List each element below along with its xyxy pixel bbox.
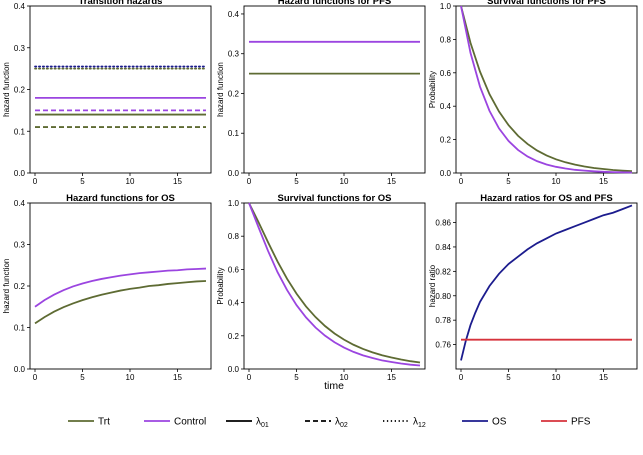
y-tick-label: 0.3 [14, 44, 26, 53]
y-tick-label: 0.80 [435, 292, 451, 301]
x-tick-label: 10 [340, 177, 349, 186]
series-line-os [460, 204, 633, 361]
x-tick-label: 15 [387, 177, 396, 186]
x-axis-title: time [324, 380, 344, 392]
series-line-control [248, 202, 421, 367]
panel-title: Transition hazards [79, 0, 163, 7]
x-tick-label: 0 [247, 373, 252, 382]
y-tick-label: 0.3 [14, 241, 26, 250]
plot-frame [29, 202, 212, 370]
x-tick-label: 0 [33, 177, 38, 186]
plot-frame [455, 202, 638, 370]
x-tick-label: 0 [33, 373, 38, 382]
y-tick-label: 0.1 [228, 129, 240, 138]
legend-label: PFS [571, 417, 591, 428]
y-tick-label: 0.82 [435, 267, 451, 276]
y-axis-label: hazard function [216, 62, 225, 117]
x-tick-label: 10 [126, 373, 135, 382]
y-tick-label: 1.0 [228, 199, 240, 208]
y-tick-label: 0.2 [14, 282, 26, 291]
y-tick-label: 0.8 [228, 232, 240, 241]
panel-title: Survival functions for PFS [487, 0, 606, 7]
y-tick-label: 0.4 [228, 10, 240, 19]
legend: Trt Control λ01 λ02 λ12 OS PFS [68, 417, 591, 430]
y-axis-label: Probability [428, 71, 437, 108]
x-tick-label: 15 [387, 373, 396, 382]
legend-label: OS [492, 417, 507, 428]
y-tick-label: 0.8 [440, 35, 452, 44]
plot-frame [243, 5, 426, 174]
plot-frame [243, 202, 426, 370]
panel-title: Hazard functions for OS [66, 193, 175, 204]
legend-label: λ01 [256, 417, 269, 430]
y-tick-label: 0.6 [228, 265, 240, 274]
legend-label: Control [174, 417, 206, 428]
y-tick-label: 0.84 [435, 243, 451, 252]
y-axis-label: hazard ratio [428, 264, 437, 307]
x-tick-label: 5 [294, 177, 299, 186]
y-tick-label: 0.2 [440, 136, 452, 145]
x-tick-label: 10 [340, 373, 349, 382]
x-tick-label: 15 [599, 177, 608, 186]
series-line-control [34, 267, 207, 308]
y-tick-label: 0.3 [228, 50, 240, 59]
x-tick-label: 15 [173, 177, 182, 186]
series-line-control [460, 5, 633, 174]
y-tick-label: 0.0 [228, 169, 240, 178]
y-tick-label: 0.1 [14, 127, 26, 136]
series-line-trt [34, 280, 207, 325]
y-tick-label: 0.2 [228, 332, 240, 341]
y-tick-label: 0.6 [440, 69, 452, 78]
x-tick-label: 15 [173, 373, 182, 382]
x-tick-label: 5 [294, 373, 299, 382]
legend-label: Trt [98, 417, 110, 428]
y-tick-label: 0.78 [435, 316, 451, 325]
y-tick-label: 0.0 [228, 365, 240, 374]
x-tick-label: 15 [599, 373, 608, 382]
series-line-trt [460, 5, 633, 173]
x-tick-label: 0 [247, 177, 252, 186]
x-tick-label: 10 [552, 373, 561, 382]
y-tick-label: 0.2 [228, 89, 240, 98]
y-tick-label: 0.4 [14, 2, 26, 11]
x-tick-label: 10 [126, 177, 135, 186]
plot-frame [29, 5, 212, 174]
panel-1: Transition hazards hazard function 0 5 10 15 0… [2, 0, 212, 186]
panel-title: Hazard ratios for OS and PFS [480, 193, 613, 204]
panel-title: Survival functions for OS [277, 193, 391, 204]
y-tick-label: 0.76 [435, 341, 451, 350]
panel-6: Hazard ratios for OS and PFS hazard ratio… [428, 193, 638, 382]
x-tick-label: 5 [80, 177, 85, 186]
y-tick-label: 0.0 [14, 169, 26, 178]
panel-4: Hazard functions for OS hazard function 0 5… [2, 193, 212, 382]
y-tick-label: 0.1 [14, 324, 26, 333]
panel-3: Survival functions for PFS Probability 0 5 1… [428, 0, 638, 186]
y-tick-label: 0.86 [435, 219, 451, 228]
x-tick-label: 10 [552, 177, 561, 186]
x-tick-label: 0 [459, 177, 464, 186]
legend-label: λ02 [335, 417, 348, 430]
y-axis-label: Probability [216, 267, 225, 304]
y-tick-label: 0.0 [14, 365, 26, 374]
panel-5: Survival functions for OS Probability 0 5 10… [216, 193, 426, 382]
panel-title: Hazard functions for PFS [278, 0, 391, 7]
y-tick-label: 0.4 [228, 299, 240, 308]
y-tick-label: 1.0 [440, 2, 452, 11]
y-axis-label: hazard function [2, 62, 11, 117]
legend-label: λ12 [413, 417, 426, 430]
x-tick-label: 5 [506, 177, 511, 186]
y-tick-label: 0.2 [14, 86, 26, 95]
y-tick-label: 0.4 [440, 102, 452, 111]
x-tick-label: 5 [80, 373, 85, 382]
y-tick-label: 0.4 [14, 199, 26, 208]
y-tick-label: 0.0 [440, 169, 452, 178]
y-axis-label: hazard function [2, 259, 11, 314]
series-line-trt [248, 202, 421, 364]
plot-frame [455, 5, 638, 174]
x-tick-label: 0 [459, 373, 464, 382]
x-tick-label: 5 [506, 373, 511, 382]
